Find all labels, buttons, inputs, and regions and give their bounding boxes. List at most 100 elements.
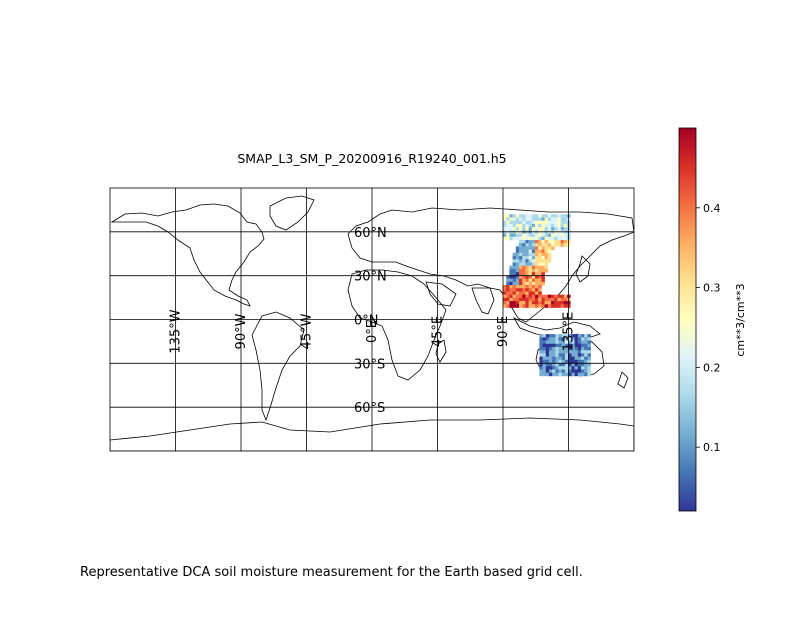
soil-moisture-cell: [531, 217, 536, 222]
soil-moisture-cell: [552, 346, 556, 351]
soil-moisture-cell: [506, 278, 510, 283]
soil-moisture-cell: [560, 304, 565, 308]
soil-moisture-cell: [551, 223, 555, 228]
soil-moisture-cell: [574, 372, 579, 377]
madagascar-coastline: [435, 339, 447, 363]
soil-moisture-cell: [512, 281, 517, 286]
soil-moisture-cell: [525, 236, 529, 241]
soil-moisture-cell: [577, 372, 582, 377]
soil-moisture-cell: [528, 217, 533, 222]
soil-moisture-cell: [506, 281, 510, 286]
soil-moisture-cell: [581, 372, 585, 377]
soil-moisture-cell: [538, 301, 542, 305]
soil-moisture-cell: [544, 243, 549, 247]
arabia-coastline: [425, 281, 457, 307]
soil-moisture-cell: [571, 353, 575, 357]
soil-moisture-cell: [557, 233, 561, 238]
soil-moisture-cell: [577, 337, 582, 341]
soil-moisture-cell: [538, 291, 542, 295]
soil-moisture-cell: [558, 356, 563, 361]
soil-moisture-cell: [544, 223, 549, 228]
soil-moisture-cell: [525, 275, 529, 279]
soil-moisture-cell: [538, 240, 542, 244]
soil-moisture-cell: [547, 249, 552, 254]
soil-moisture-cell: [547, 223, 552, 228]
australia-swath: [539, 334, 591, 377]
soil-moisture-cell: [542, 334, 547, 338]
soil-moisture-cell: [506, 291, 510, 295]
soil-moisture-cell: [577, 363, 582, 367]
antarctica-coastline: [110, 417, 634, 451]
soil-moisture-cell: [551, 294, 555, 299]
soil-moisture-cell: [548, 337, 553, 341]
soil-moisture-cell: [571, 350, 575, 354]
soil-moisture-cell: [506, 236, 510, 241]
soil-moisture-cell: [563, 233, 568, 238]
soil-moisture-cell: [509, 265, 513, 270]
soil-moisture-cell: [581, 340, 585, 345]
soil-moisture-cell: [544, 262, 549, 267]
soil-moisture-cell: [519, 304, 523, 308]
colorbar-ticks: 0.1 0.2 0.3 0.4: [696, 202, 721, 454]
soil-moisture-cell: [509, 294, 513, 299]
soil-moisture-cell: [519, 233, 523, 238]
soil-moisture-cell: [541, 256, 545, 260]
soil-moisture-cell: [555, 359, 559, 364]
soil-moisture-cell: [535, 236, 539, 241]
soil-moisture-cell: [528, 256, 533, 260]
soil-moisture-cell: [557, 304, 561, 308]
soil-moisture-cell: [571, 363, 575, 367]
soil-moisture-cell: [515, 288, 520, 292]
soil-moisture-cell: [548, 334, 553, 338]
soil-moisture-cell: [515, 256, 520, 260]
soil-moisture-cell: [581, 343, 585, 348]
soil-moisture-cell: [552, 369, 556, 373]
soil-moisture-cell: [512, 278, 517, 283]
soil-moisture-cell: [584, 366, 588, 370]
soil-moisture-cell: [509, 285, 513, 289]
soil-moisture-cell: [581, 337, 585, 341]
soil-moisture-cell: [535, 214, 539, 218]
soil-moisture-cell: [509, 268, 513, 273]
soil-moisture-cell: [531, 285, 536, 289]
soil-moisture-cell: [561, 346, 566, 351]
soil-moisture-cell: [547, 259, 552, 263]
soil-moisture-cell: [522, 291, 526, 295]
soil-moisture-cell: [528, 246, 533, 250]
soil-moisture-cell: [541, 304, 545, 308]
soil-moisture-cell: [542, 369, 547, 373]
soil-moisture-cell: [584, 359, 588, 364]
soil-moisture-cell: [512, 285, 517, 289]
soil-moisture-cell: [512, 217, 517, 222]
soil-moisture-cell: [561, 340, 566, 345]
soil-moisture-cell: [544, 252, 549, 257]
soil-moisture-cell: [544, 301, 549, 305]
soil-moisture-cell: [531, 223, 536, 228]
soil-moisture-cell: [563, 243, 568, 247]
soil-moisture-cell: [538, 259, 542, 263]
soil-moisture-cell: [547, 297, 552, 302]
soil-moisture-cell: [587, 337, 591, 341]
soil-moisture-cell: [584, 356, 588, 361]
soil-moisture-cell: [535, 297, 539, 302]
soil-moisture-cell: [551, 220, 555, 225]
soil-moisture-cell: [547, 304, 552, 308]
soil-moisture-cell: [515, 252, 520, 257]
soil-moisture-cell: [563, 301, 568, 305]
soil-moisture-cell: [506, 217, 510, 222]
soil-moisture-cell: [538, 265, 542, 270]
soil-moisture-cell: [515, 227, 520, 231]
soil-moisture-cell: [552, 343, 556, 348]
soil-moisture-cell: [506, 294, 510, 299]
soil-moisture-cell: [506, 227, 510, 231]
soil-moisture-cell: [509, 220, 513, 225]
soil-moisture-cell: [554, 243, 558, 247]
soil-moisture-cell: [542, 343, 547, 348]
soil-moisture-cell: [587, 366, 591, 370]
soil-moisture-cell: [581, 363, 585, 367]
soil-moisture-cell: [525, 227, 529, 231]
soil-moisture-cell: [509, 214, 513, 218]
soil-moisture-cell: [535, 246, 539, 250]
soil-moisture-cell: [535, 275, 539, 279]
soil-moisture-cell: [539, 366, 543, 370]
